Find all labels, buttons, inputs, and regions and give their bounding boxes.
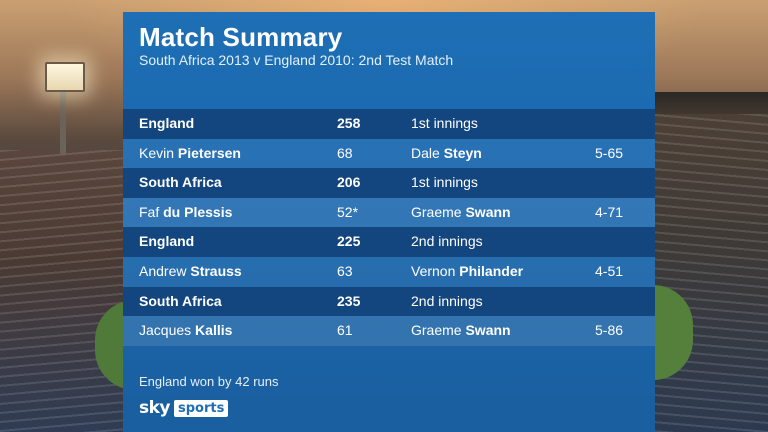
bowler-first-name: Dale [411, 144, 440, 161]
batsman-name: Jacques Kallis [139, 316, 232, 346]
batsman-runs: 52* [337, 203, 359, 220]
batsman-runs: 61 [337, 322, 353, 339]
player-stats-row: Jacques Kallis 61 Graeme Swann 5-86 [123, 316, 655, 346]
bowler-last-name: Philander [459, 262, 524, 279]
team-name: England [139, 115, 195, 131]
team-innings-row: England 258 1st innings [123, 109, 655, 139]
bowler-name: Dale Steyn [411, 139, 482, 169]
innings-label: 2nd innings [411, 233, 483, 250]
bowler-first-name: Graeme [411, 203, 462, 220]
batsman-first-name: Andrew [139, 262, 187, 279]
bowler-name: Vernon Philander [411, 257, 523, 287]
stadium-stand-right [653, 110, 768, 432]
floodlight-icon [45, 62, 85, 92]
team-score: 225 [337, 233, 361, 250]
stadium-roof [653, 92, 768, 114]
team-name: South Africa [139, 174, 222, 191]
bowling-figures: 5-86 [595, 322, 624, 339]
batsman-name: Faf du Plessis [139, 198, 232, 228]
floodlight-pole [60, 90, 66, 155]
batsman-last-name: Strauss [190, 262, 242, 279]
team-score: 206 [337, 174, 361, 191]
innings-label: 1st innings [411, 174, 478, 191]
batsman-last-name: du Plessis [163, 203, 233, 220]
batsman-runs: 63 [337, 262, 353, 279]
batsman-runs: 68 [337, 144, 353, 161]
bowler-name: Graeme Swann [411, 316, 511, 346]
player-stats-row: Kevin Pietersen 68 Dale Steyn 5-65 [123, 138, 655, 169]
bowler-first-name: Graeme [411, 322, 462, 339]
team-innings-row: England 225 2nd innings [123, 227, 655, 257]
player-stats-row: Faf du Plessis 52* Graeme Swann 4-71 [123, 197, 655, 228]
innings-label: 1st innings [411, 115, 478, 131]
team-innings-row: South Africa 235 2nd innings [123, 286, 655, 317]
bowler-last-name: Steyn [443, 144, 482, 161]
bowling-figures: 5-65 [595, 144, 624, 161]
batsman-first-name: Faf [139, 203, 160, 220]
team-score: 258 [337, 115, 361, 131]
batsman-last-name: Kallis [195, 322, 233, 339]
page-title: Match Summary [139, 22, 343, 52]
bowling-figures: 4-71 [595, 203, 624, 220]
batsman-first-name: Kevin [139, 144, 175, 161]
team-innings-row: South Africa 206 1st innings [123, 168, 655, 198]
bowling-figures: 4-51 [595, 262, 624, 279]
bowler-first-name: Vernon [411, 262, 456, 279]
logo-sky-text: sky [139, 398, 171, 418]
batsman-first-name: Jacques [139, 322, 192, 339]
bowler-name: Graeme Swann [411, 198, 511, 228]
player-stats-row: Andrew Strauss 63 Vernon Philander 4-51 [123, 256, 655, 287]
team-name: England [139, 233, 195, 250]
summary-table: England 258 1st innings Kevin Pietersen … [123, 109, 655, 346]
batsman-name: Andrew Strauss [139, 257, 242, 287]
stadium-stand-left [0, 150, 130, 432]
match-result: England won by 42 runs [139, 374, 279, 389]
match-subtitle: South Africa 2013 v England 2010: 2nd Te… [139, 52, 454, 68]
batsman-last-name: Pietersen [177, 144, 241, 161]
logo-sports-text: sports [174, 399, 229, 417]
bowler-last-name: Swann [465, 322, 511, 339]
team-score: 235 [337, 292, 361, 309]
innings-label: 2nd innings [411, 292, 483, 309]
sky-sports-logo: sky sports [139, 398, 229, 418]
match-summary-panel: Match Summary South Africa 2013 v Englan… [123, 12, 655, 432]
batsman-name: Kevin Pietersen [139, 139, 241, 169]
bowler-last-name: Swann [465, 203, 511, 220]
team-name: South Africa [139, 292, 222, 309]
